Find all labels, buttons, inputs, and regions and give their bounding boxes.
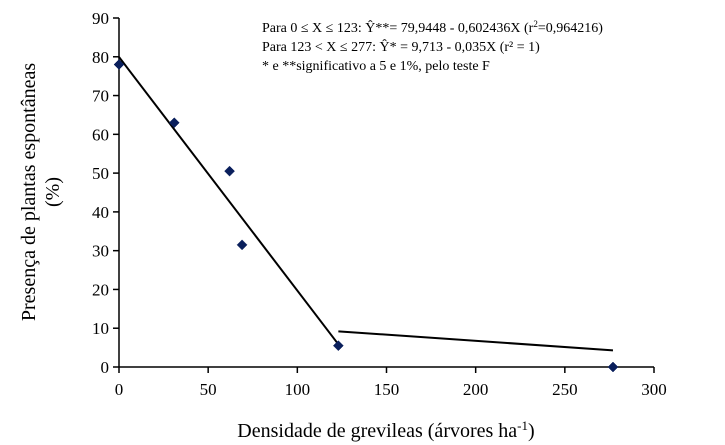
data-point <box>224 165 235 177</box>
data-point <box>332 340 344 352</box>
y-axis-label: Presença de plantas espontâneas (%) <box>18 63 64 321</box>
data-point <box>236 239 248 251</box>
fit-lines <box>118 56 614 352</box>
y-tick-label: 0 <box>101 358 110 377</box>
y-tick-label: 50 <box>92 164 109 183</box>
y-axis-label-line-2: (%) <box>42 177 64 207</box>
y-tick-label: 70 <box>92 87 109 106</box>
x-tick-label: 100 <box>285 380 311 399</box>
regression-line <box>118 56 340 345</box>
x-axis-label: Densidade de grevileas (árvores ha-1) <box>237 418 534 443</box>
y-tick-label: 30 <box>92 242 109 261</box>
y-tick-label: 60 <box>92 125 109 144</box>
y-tick-label: 10 <box>92 319 109 338</box>
y-axis-ticks: 0 10 20 30 40 50 60 70 80 90 <box>92 9 119 377</box>
x-tick-label: 150 <box>374 380 400 399</box>
x-tick-label: 50 <box>200 380 217 399</box>
y-axis-label-line-1: Presença de plantas espontâneas <box>18 63 40 321</box>
annotation-line-2: Para 123 < X ≤ 277: Ŷ* = 9,713 - 0,035X … <box>262 38 540 55</box>
y-tick-label: 90 <box>92 9 109 28</box>
x-tick-label: 300 <box>641 380 667 399</box>
x-tick-label: 250 <box>552 380 578 399</box>
data-point <box>168 117 180 129</box>
annotation-line-3: * e **significativo a 5 e 1%, pelo teste… <box>262 59 490 74</box>
y-tick-label: 80 <box>92 48 109 67</box>
data-point <box>113 59 125 70</box>
y-tick-label: 20 <box>92 280 109 299</box>
x-axis-ticks: 0 50 100 150 200 250 300 <box>115 367 667 399</box>
y-tick-label: 40 <box>92 203 109 222</box>
regression-line <box>338 330 614 352</box>
data-point <box>607 361 619 373</box>
x-tick-label: 200 <box>463 380 489 399</box>
annotation-line-1: Para 0 ≤ X ≤ 123: Ŷ**= 79,9448 - 0,60243… <box>262 19 603 36</box>
data-points <box>113 59 619 373</box>
x-tick-label: 0 <box>115 380 124 399</box>
